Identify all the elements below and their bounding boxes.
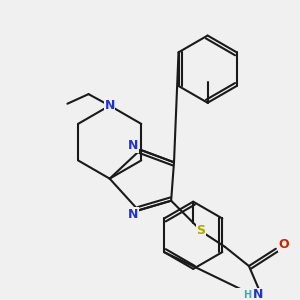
Text: O: O: [278, 238, 289, 251]
Text: N: N: [253, 288, 264, 300]
Text: H: H: [243, 290, 251, 300]
Text: N: N: [104, 99, 115, 112]
Text: N: N: [128, 140, 138, 152]
Text: S: S: [196, 224, 206, 237]
Text: N: N: [128, 208, 138, 221]
